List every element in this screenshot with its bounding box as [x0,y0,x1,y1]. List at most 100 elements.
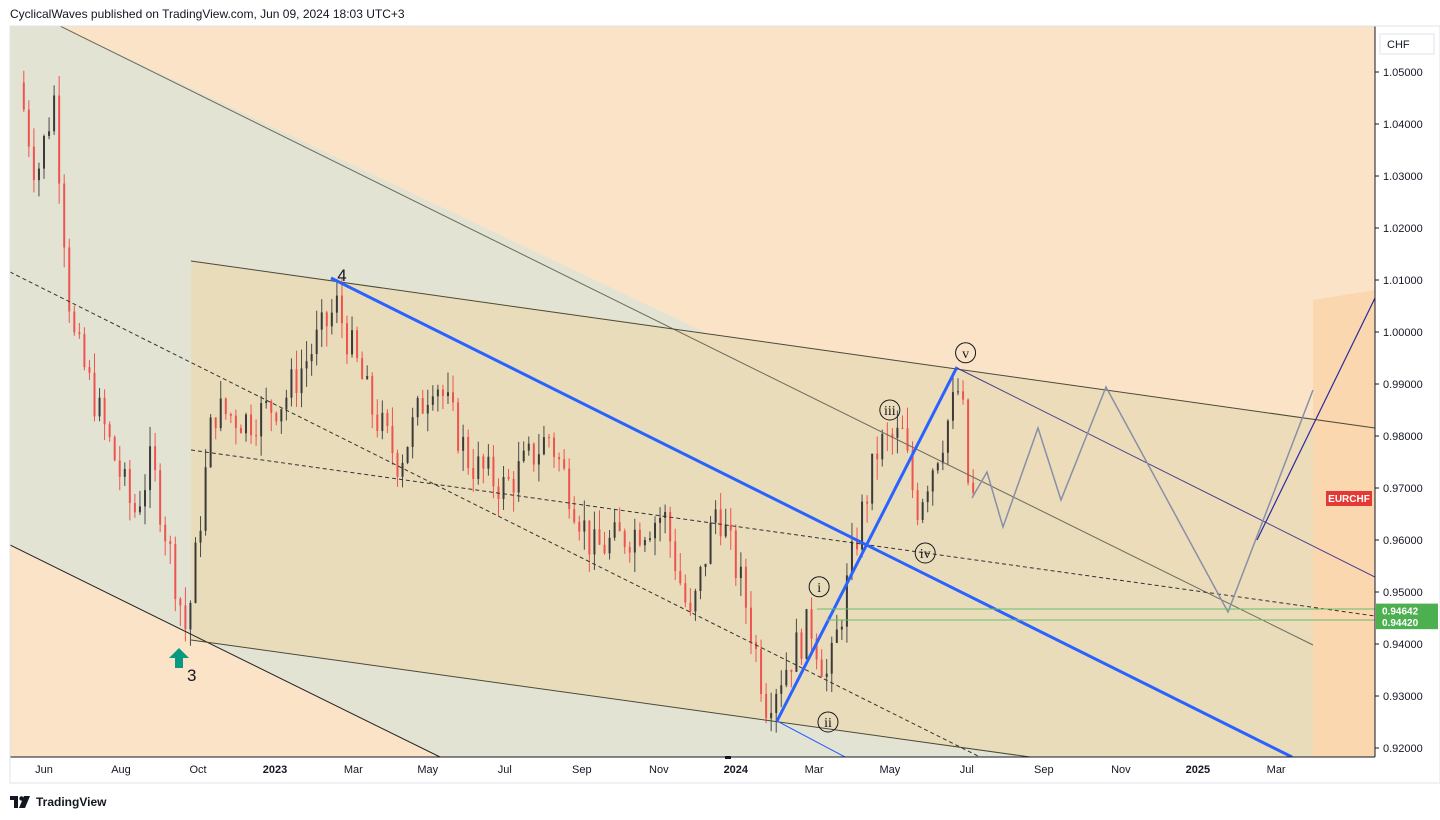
candle-body [568,468,571,510]
x-tick-label: Oct [189,764,206,776]
candle-body [446,392,449,397]
candle-body [522,450,525,462]
footer-brand: TradingView [36,795,107,809]
candle-body [563,459,566,469]
candle-body [896,427,899,438]
candle-body [335,295,338,313]
currency-label: CHF [1387,39,1410,51]
x-tick-label: Mar [805,764,824,776]
candle-body [315,329,318,355]
dashed-trendline-1 [10,271,981,757]
candle-body [881,433,884,460]
x-tick-label: Mar [344,764,363,776]
candle-body [517,461,520,493]
candle-body [856,541,859,550]
x-tick-label: Nov [1111,764,1131,776]
candle-body [800,632,803,659]
candle-body [214,417,217,429]
candle-body [431,396,434,405]
candle-body [931,470,934,492]
candle-body [22,82,25,110]
price-axis[interactable] [1375,26,1440,757]
candle-body [386,412,389,426]
inner-channel-lower-line [190,639,1031,757]
x-tick-label: Sep [572,764,592,776]
tradingview-logo-icon [10,796,30,808]
level-tag-bg [1376,615,1438,630]
candle-body [325,312,328,327]
candle-body [179,598,182,606]
wave-label: v [962,347,969,362]
outer-channel-upper-line [59,26,1314,646]
candle-body [689,602,692,612]
candle-body [194,542,197,603]
candle-body [830,642,833,674]
candle-body [709,522,712,564]
candle-body [507,476,510,479]
candles-layer [22,70,975,733]
candle-body [840,626,843,630]
wave-label-circle [914,542,936,564]
x-tick-label: 2025 [1186,764,1210,776]
candle-body [199,530,202,543]
candle-body [835,629,838,643]
x-tick-label: May [879,764,900,776]
symbol-tag-bg [1326,491,1372,506]
candle-body [805,609,808,659]
candle-body [598,529,601,545]
candle-body [648,538,651,540]
purple-channel-line [956,367,1375,578]
candle-body [396,453,399,477]
candle-body [714,509,717,523]
candle-body [679,570,682,584]
candle-body [305,361,308,369]
candle-body [250,414,253,436]
time-axis[interactable] [10,757,1375,783]
candle-body [492,456,495,487]
candle-body [512,478,515,493]
candle-body [351,330,354,355]
candle-body [770,712,773,719]
candle-body [265,400,268,404]
y-tick-label: 1.02000 [1383,223,1423,235]
candle-body [149,446,152,491]
candle-body [280,409,283,422]
candle-body [527,443,530,451]
tradingview-logo[interactable]: TradingView [10,794,106,810]
candle-body [27,109,30,147]
candle-body [406,446,409,463]
candle-body [962,391,965,400]
wave-label: 4 [337,266,346,285]
candle-body [361,358,364,380]
candle-body [734,530,737,579]
candle-body [946,420,949,453]
wave-label: iii [884,404,896,419]
candle-body [320,312,323,330]
candle-body [260,403,263,437]
candle-body [482,456,485,469]
projection-navy-line [1256,297,1375,541]
blue-downtrend-line [330,276,1293,757]
candle-body [426,404,429,414]
candle-body [128,469,131,504]
x-tick-label: Mar [1267,764,1286,776]
candle-body [477,456,480,479]
candle-body [290,369,293,398]
outer-channel-lower-line [10,544,441,757]
candle-body [472,468,475,479]
y-tick-label: 0.92000 [1383,743,1423,755]
candle-body [487,456,490,469]
wave-label-circle [808,576,830,598]
wave-label: ii [824,716,832,731]
candle-body [356,330,359,359]
candle-body [467,436,470,469]
candle-body [638,529,641,546]
publish-header: CyclicalWaves published on TradingView.c… [10,7,405,21]
candle-body [608,537,611,554]
candle-body [694,590,697,612]
candle-body [593,529,596,555]
candle-body [628,547,631,553]
candle-body [558,457,561,460]
